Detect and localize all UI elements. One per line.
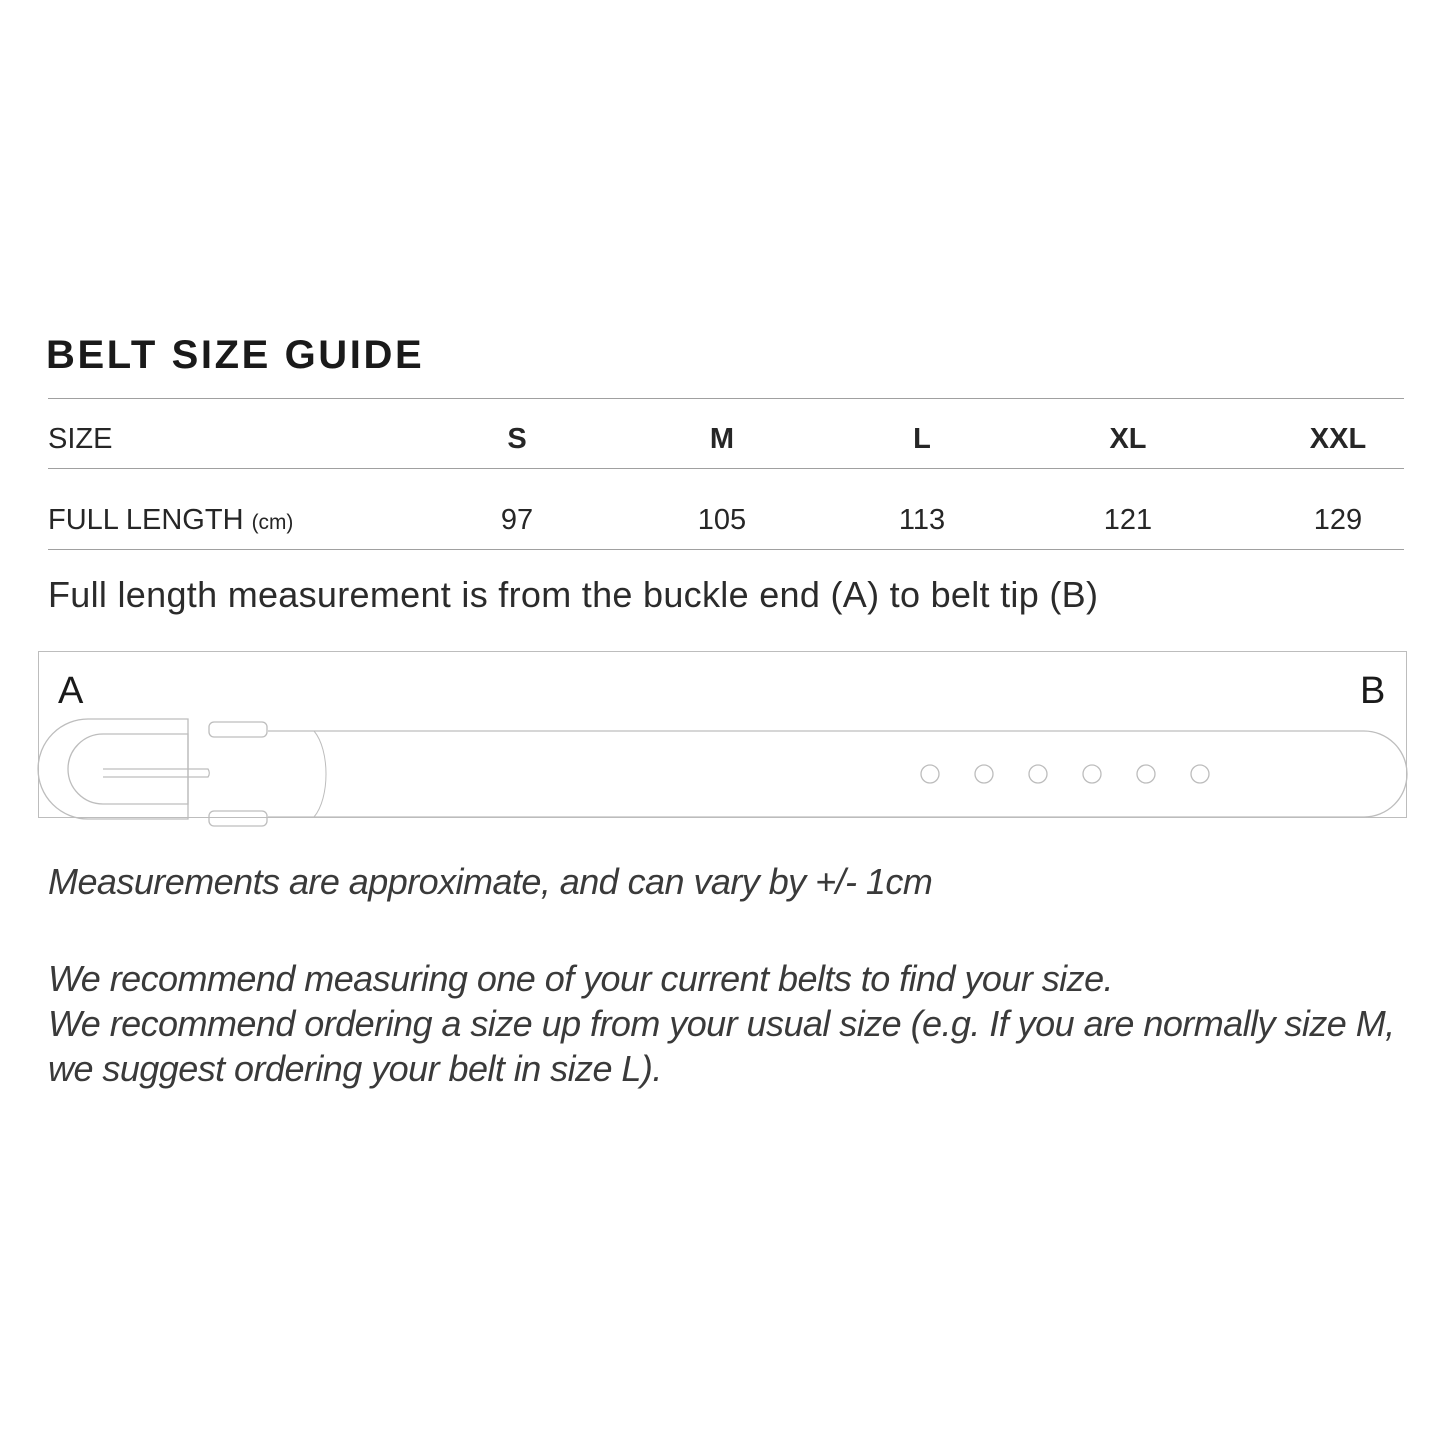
svg-text:A: A (58, 670, 84, 712)
svg-text:B: B (1360, 670, 1385, 712)
